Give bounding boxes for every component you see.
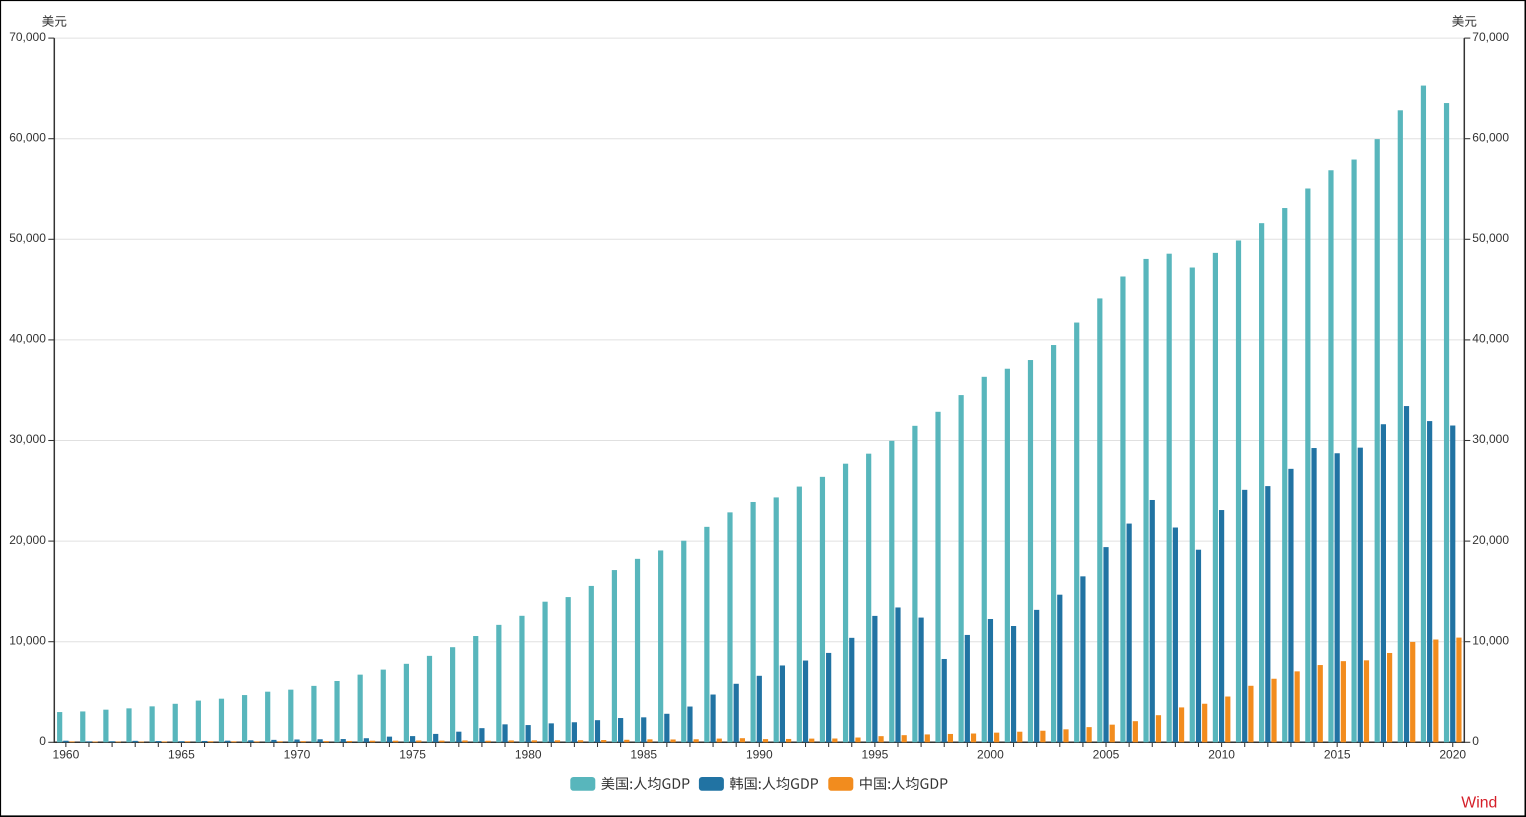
svg-text:2010: 2010 (1208, 748, 1235, 762)
svg-text:50,000: 50,000 (9, 231, 46, 245)
svg-text:1970: 1970 (284, 748, 311, 762)
svg-text:20,000: 20,000 (9, 533, 46, 547)
svg-text:50,000: 50,000 (1472, 231, 1509, 245)
svg-text:1990: 1990 (746, 748, 773, 762)
svg-text:10,000: 10,000 (1472, 633, 1509, 647)
svg-text:1980: 1980 (515, 748, 542, 762)
svg-text:70,000: 70,000 (1472, 30, 1509, 44)
svg-text:60,000: 60,000 (1472, 130, 1509, 144)
svg-text:2020: 2020 (1439, 748, 1466, 762)
svg-text:2000: 2000 (977, 748, 1004, 762)
svg-text:Wind: Wind (1461, 794, 1497, 811)
svg-text:1960: 1960 (53, 748, 80, 762)
svg-text:10,000: 10,000 (9, 633, 46, 647)
svg-text:30,000: 30,000 (1472, 432, 1509, 446)
svg-text:2015: 2015 (1324, 748, 1351, 762)
svg-text:20,000: 20,000 (1472, 533, 1509, 547)
svg-text:60,000: 60,000 (9, 130, 46, 144)
svg-text:2005: 2005 (1093, 748, 1120, 762)
svg-text:40,000: 40,000 (1472, 332, 1509, 346)
svg-text:0: 0 (39, 734, 46, 748)
svg-text:1965: 1965 (168, 748, 195, 762)
svg-text:40,000: 40,000 (9, 332, 46, 346)
svg-text:1995: 1995 (862, 748, 889, 762)
svg-text:1975: 1975 (399, 748, 426, 762)
svg-text:70,000: 70,000 (9, 30, 46, 44)
svg-text:1985: 1985 (630, 748, 657, 762)
svg-text:30,000: 30,000 (9, 432, 46, 446)
svg-text:0: 0 (1472, 734, 1479, 748)
